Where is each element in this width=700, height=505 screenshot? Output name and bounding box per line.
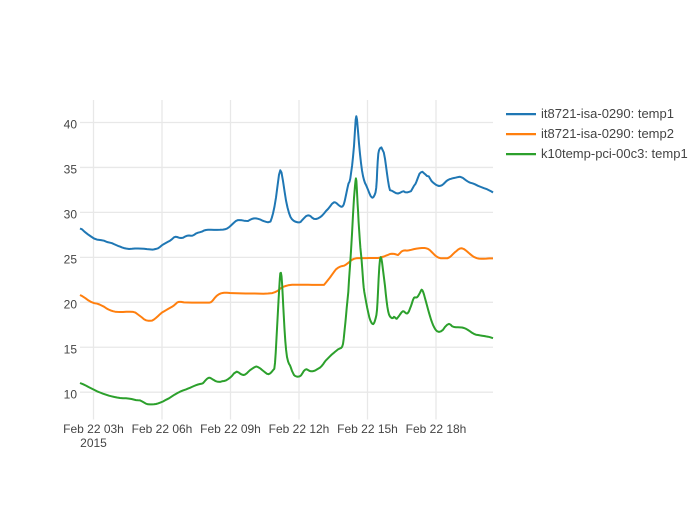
- svg-text:Feb 22 18h: Feb 22 18h: [406, 422, 467, 436]
- svg-text:Feb 22 09h: Feb 22 09h: [200, 422, 261, 436]
- svg-text:35: 35: [64, 163, 78, 177]
- svg-text:Feb 22 03h: Feb 22 03h: [63, 422, 124, 436]
- svg-text:15: 15: [64, 342, 78, 356]
- svg-text:it8721-isa-0290: temp2: it8721-isa-0290: temp2: [541, 126, 674, 141]
- svg-text:40: 40: [64, 118, 78, 132]
- svg-text:20: 20: [64, 298, 78, 312]
- svg-text:k10temp-pci-00c3: temp1: k10temp-pci-00c3: temp1: [541, 146, 688, 161]
- svg-text:30: 30: [64, 208, 78, 222]
- svg-text:it8721-isa-0290: temp1: it8721-isa-0290: temp1: [541, 106, 674, 121]
- svg-text:10: 10: [64, 387, 78, 401]
- svg-text:25: 25: [64, 253, 78, 267]
- svg-text:Feb 22 12h: Feb 22 12h: [269, 422, 330, 436]
- svg-text:Feb 22 06h: Feb 22 06h: [132, 422, 193, 436]
- svg-text:Feb 22 15h: Feb 22 15h: [337, 422, 398, 436]
- svg-text:2015: 2015: [80, 436, 107, 450]
